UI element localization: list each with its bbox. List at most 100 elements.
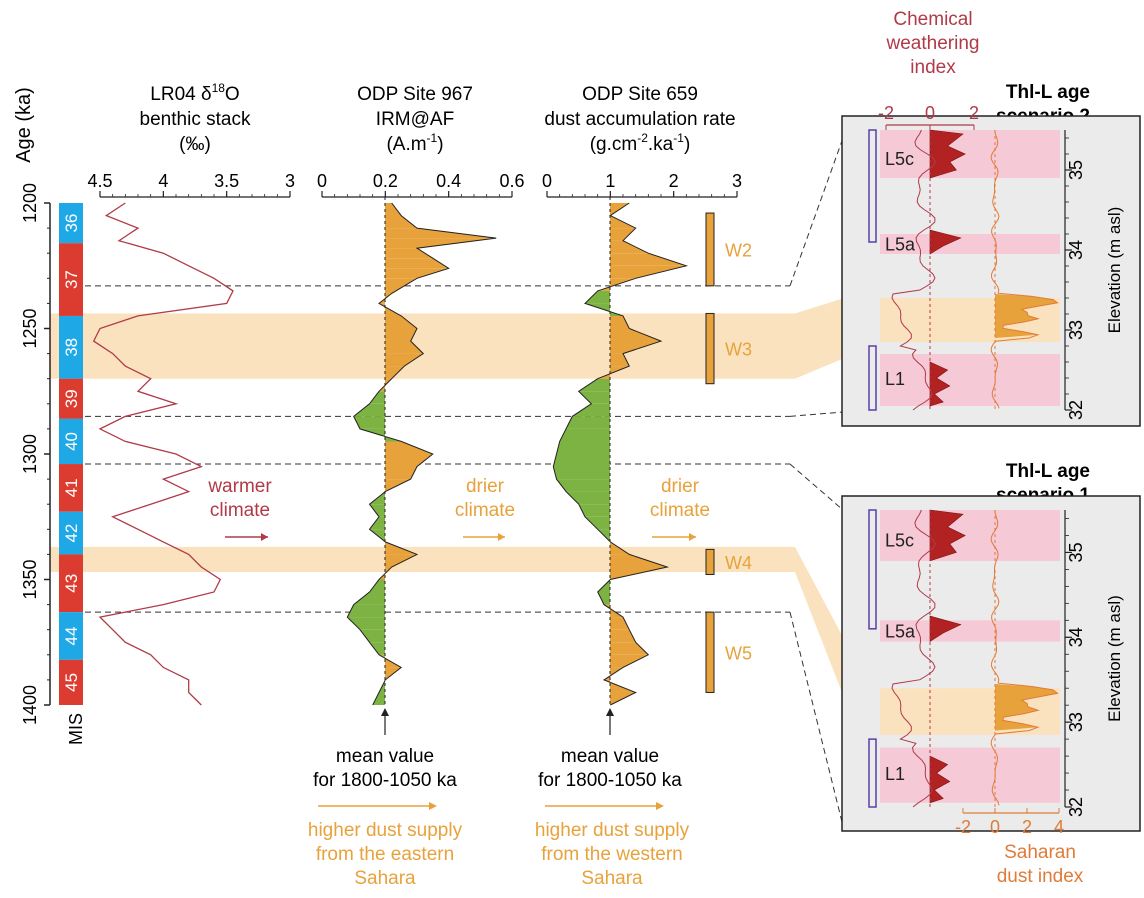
mis-stage xyxy=(59,243,83,316)
odp659-fill xyxy=(597,278,636,291)
odp967-fill xyxy=(369,579,385,593)
mean2-line2: for 1800-1050 ka xyxy=(538,770,682,791)
odp967-tick-label: 0.2 xyxy=(373,171,398,191)
odp659-fill xyxy=(556,479,610,492)
higher1-line1: higher dust supply xyxy=(308,820,463,841)
odp967-tick-label: 0 xyxy=(317,171,327,191)
mis-stage xyxy=(59,418,83,465)
odp967-fill xyxy=(369,642,385,655)
cwi-title-line1: Chemical xyxy=(893,9,972,30)
mis-stage xyxy=(59,315,83,379)
unit-label: L1 xyxy=(885,369,905,389)
elevation-tick-label: 32 xyxy=(1066,797,1086,817)
odp967-panel: ODP Site 967 IRM@AF (A.m-1) 0 0.2 0.4 0.6 xyxy=(317,84,525,706)
mean1-line2: for 1800-1050 ka xyxy=(313,770,457,791)
odp659-fill xyxy=(610,265,687,279)
elevation-tick-label: 35 xyxy=(1066,160,1086,180)
odp967-fill xyxy=(369,391,385,404)
odp967-fill xyxy=(385,441,433,454)
unit-band xyxy=(880,130,1060,178)
odp659-fill xyxy=(610,228,636,241)
interval-label: W5 xyxy=(725,643,752,663)
age-tick-label: 1250 xyxy=(20,308,40,348)
higher1-line3: Sahara xyxy=(354,868,416,889)
unit-band xyxy=(880,234,1060,254)
sdi-tick-label: -2 xyxy=(955,817,971,837)
lr04-title-line3: (‰) xyxy=(179,134,211,155)
cwi-title-line3: index xyxy=(910,57,956,78)
cwi-fill xyxy=(929,361,951,407)
odp967-fill xyxy=(385,278,417,294)
odp967-fill xyxy=(385,328,417,342)
mis-stage xyxy=(59,554,83,613)
odp659-fill xyxy=(585,290,610,304)
sdi-fill xyxy=(995,683,1058,731)
odp967-fill xyxy=(385,366,405,379)
mis-stage-label: 41 xyxy=(62,478,81,497)
odp659-fill xyxy=(553,466,610,480)
unit-band xyxy=(880,620,1060,642)
mis-stage-label: 39 xyxy=(62,389,81,408)
sdi-tick-label: 2 xyxy=(1022,817,1032,837)
odp659-tick-label: 0 xyxy=(542,171,552,191)
thl-l-panels: Chemical weathering index Thl-L age scen… xyxy=(841,9,1141,887)
interval-bar xyxy=(705,611,715,693)
mis-boundary-lines xyxy=(85,137,844,827)
elevation-axis-label: Elevation (m asl) xyxy=(1105,595,1124,722)
interval-label: W3 xyxy=(725,340,752,360)
connector-line xyxy=(789,411,844,417)
mis-stage-label: 44 xyxy=(62,627,81,646)
sdi-tick-label: 4 xyxy=(1054,817,1064,837)
odp967-fill xyxy=(369,504,385,517)
odp967-tick-label: 0.6 xyxy=(499,171,524,191)
odp967-curve xyxy=(346,202,497,706)
odp659-fill xyxy=(578,391,610,404)
cwi-fill xyxy=(929,509,966,562)
elevation-tick-label: 33 xyxy=(1066,712,1086,732)
odp967-fill xyxy=(353,416,385,429)
odp659-title-line1: ODP Site 659 xyxy=(582,84,698,105)
unit-label: L5a xyxy=(885,235,916,255)
odp967-fill xyxy=(385,228,497,239)
odp967-fill xyxy=(385,258,449,269)
odp659-tick-label: 1 xyxy=(605,171,615,191)
elevation-tick-label: 34 xyxy=(1066,240,1086,260)
odp659-fill xyxy=(572,403,610,417)
interval-bars: W2 W3 W4 W5 xyxy=(705,212,752,693)
unit-label: L5c xyxy=(885,149,914,169)
odp659-fill xyxy=(610,328,661,342)
odp967-fill xyxy=(347,617,385,630)
higher2-line3: Sahara xyxy=(581,868,643,889)
sdi-tick-label: 0 xyxy=(990,817,1000,837)
odp659-curve xyxy=(552,202,689,706)
mis-label: MIS xyxy=(66,713,86,745)
odp659-fill xyxy=(585,516,610,530)
mis-stage xyxy=(59,659,83,705)
interval-bar xyxy=(705,312,715,385)
age-tick-label: 1200 xyxy=(20,183,40,223)
annotations: warmer climate drier climate drier clima… xyxy=(207,476,710,889)
cwi-fill xyxy=(929,615,962,643)
warmer-line1: warmer xyxy=(207,476,272,497)
age-axis: Age (ka) 1200 1250 1300 1350 1400 xyxy=(13,87,51,725)
odp967-fill xyxy=(379,654,402,668)
interval-bar xyxy=(705,548,715,575)
cwi-title-line2: weathering xyxy=(886,33,980,54)
mis-stage xyxy=(59,203,83,244)
scenario1-line1: Thl-L age xyxy=(1006,461,1090,482)
odp659-tick-label: 2 xyxy=(669,171,679,191)
mis-stage xyxy=(59,612,83,660)
odp967-title-line3: (A.m-1) xyxy=(386,131,443,155)
unit-bracket xyxy=(868,345,877,411)
age-axis-label: Age (ka) xyxy=(13,87,35,163)
mis-stage-label: 36 xyxy=(62,214,81,233)
cwi-tick-label: 2 xyxy=(969,103,979,123)
odp967-fill xyxy=(385,268,449,279)
mis-column: 36 37 38 39 40 41 42 43 44 45 xyxy=(59,203,83,705)
band-w3 xyxy=(50,298,843,379)
cwi-fill xyxy=(929,129,966,179)
lr04-tick-label: 3 xyxy=(285,171,295,191)
odp659-fill xyxy=(566,491,610,505)
odp659-fill xyxy=(556,441,610,454)
odp659-fill xyxy=(578,378,610,392)
